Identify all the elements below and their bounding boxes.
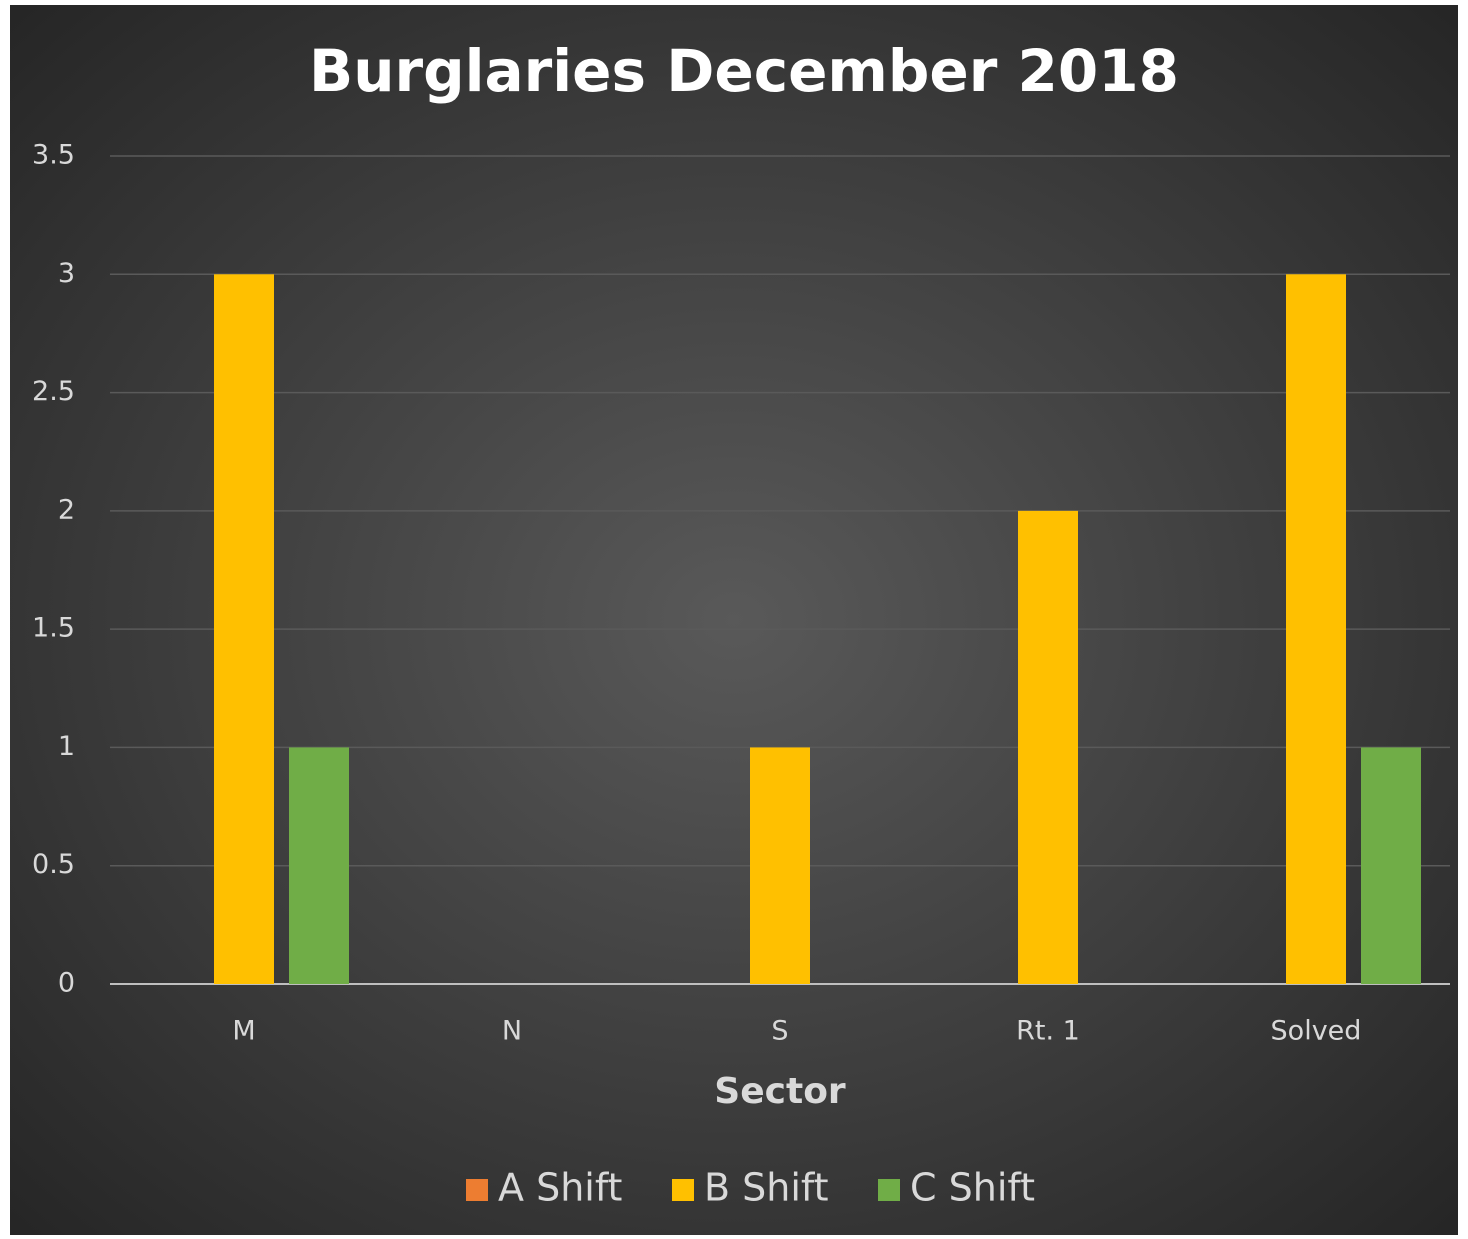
y-tick-label: 3 [58, 258, 75, 289]
y-tick-label: 0.5 [32, 849, 75, 880]
y-tick-label: 2 [58, 494, 75, 525]
y-tick-label: 1.5 [32, 613, 75, 644]
x-tick-label: Rt. 1 [1016, 1016, 1080, 1047]
y-tick-label: 3.5 [32, 140, 75, 171]
bar [1018, 510, 1078, 984]
y-tick-label: 2.5 [32, 376, 75, 407]
legend-label: A Shift [498, 1166, 622, 1210]
bar [214, 274, 274, 984]
legend-label: C Shift [910, 1166, 1035, 1210]
bar [289, 747, 349, 984]
y-tick-label: 0 [58, 968, 75, 999]
x-tick-label: S [771, 1016, 788, 1047]
x-tick-label: N [502, 1016, 522, 1047]
x-tick-label: M [232, 1016, 255, 1047]
legend-swatch [878, 1179, 900, 1201]
bar [1286, 274, 1346, 984]
bar [1361, 747, 1421, 984]
chart-title: Burglaries December 2018 [309, 37, 1179, 105]
legend-label: B Shift [704, 1166, 829, 1210]
legend-swatch [466, 1179, 488, 1201]
legend-swatch [672, 1179, 694, 1201]
y-tick-label: 1 [58, 731, 75, 762]
bar [750, 747, 810, 984]
x-axis-title: Sector [714, 1071, 846, 1112]
x-tick-label: Solved [1271, 1016, 1362, 1047]
